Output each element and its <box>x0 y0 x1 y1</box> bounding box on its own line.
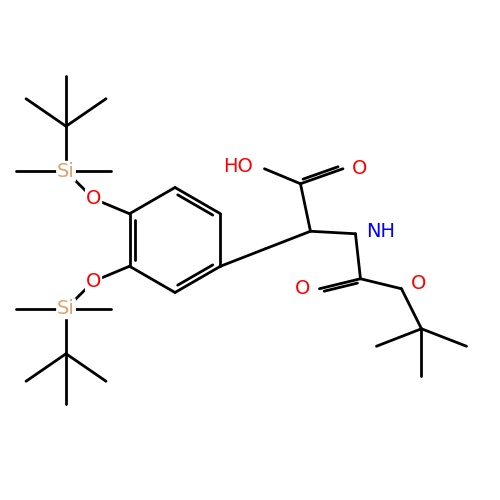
Text: NH: NH <box>366 222 396 241</box>
Text: O: O <box>86 189 101 208</box>
Text: Si: Si <box>57 299 75 318</box>
Text: O: O <box>86 272 101 290</box>
Text: Si: Si <box>57 162 75 181</box>
Text: O: O <box>295 279 310 298</box>
Text: O: O <box>352 159 368 178</box>
Text: HO: HO <box>224 157 254 176</box>
Text: O: O <box>410 274 426 293</box>
